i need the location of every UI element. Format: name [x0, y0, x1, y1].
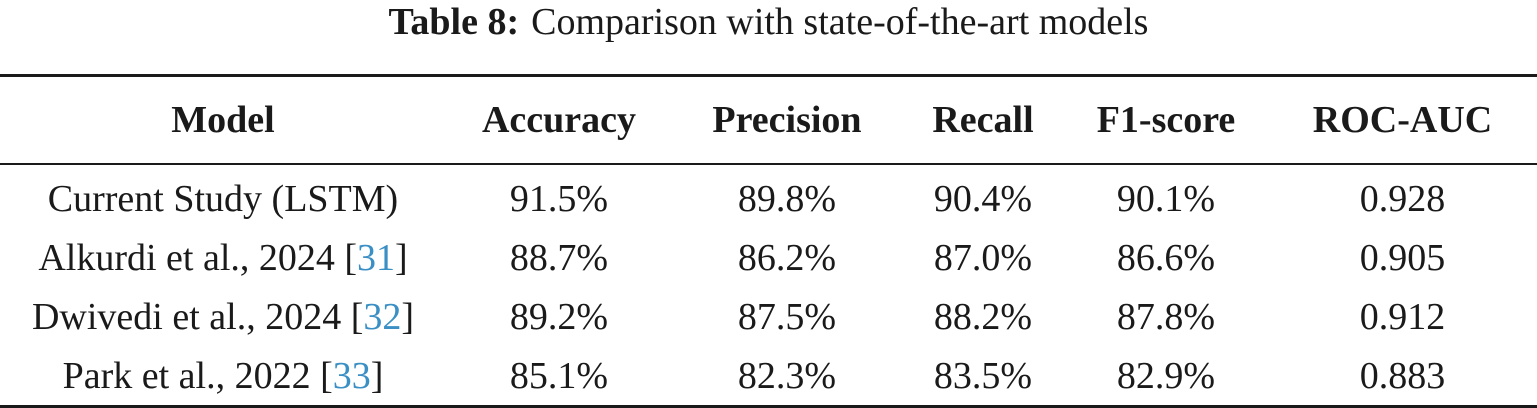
f1-cell: 90.1% [1116, 177, 1216, 220]
precision-cell: 86.2% [737, 236, 837, 279]
f1-cell: 82.9% [1116, 354, 1216, 397]
roc-auc-cell: 0.912 [1359, 295, 1446, 338]
precision-cell: 87.5% [737, 295, 837, 338]
accuracy-cell: 85.1% [509, 354, 609, 397]
accuracy-cell: 88.7% [509, 236, 609, 279]
model-name: Park et al., 2022 [62, 354, 311, 397]
recall-cell: 83.5% [933, 354, 1033, 397]
model-cell: Dwivedi et al., 2024 [32] [31, 295, 415, 338]
roc-auc-cell: 0.905 [1359, 236, 1446, 279]
table-row: Alkurdi et al., 2024 [31] 88.7% 86.2% 87… [0, 228, 1537, 287]
precision-cell: 89.8% [737, 177, 837, 220]
table-row: Dwivedi et al., 2024 [32] 89.2% 87.5% 88… [0, 287, 1537, 346]
table-row: Current Study (LSTM) 91.5% 89.8% 90.4% 9… [0, 164, 1537, 228]
header-row: Model Accuracy Precision Recall F1-score… [0, 75, 1537, 165]
header-accuracy: Accuracy [446, 75, 672, 165]
table-row: Park et al., 2022 [33] 85.1% 82.3% 83.5%… [0, 346, 1537, 407]
recall-cell: 88.2% [933, 295, 1033, 338]
f1-cell: 86.6% [1116, 236, 1216, 279]
f1-cell: 87.8% [1116, 295, 1216, 338]
header-precision: Precision [672, 75, 902, 165]
table-header: Model Accuracy Precision Recall F1-score… [0, 75, 1537, 165]
accuracy-cell: 91.5% [509, 177, 609, 220]
recall-cell: 90.4% [933, 177, 1033, 220]
accuracy-cell: 89.2% [509, 295, 609, 338]
caption-label: Table 8: [388, 1, 520, 43]
precision-cell: 82.3% [737, 354, 837, 397]
citation-link[interactable]: 33 [332, 354, 371, 397]
table-body: Current Study (LSTM) 91.5% 89.8% 90.4% 9… [0, 164, 1537, 407]
header-f1-score: F1-score [1064, 75, 1268, 165]
model-cell: Park et al., 2022 [33] [62, 354, 384, 397]
roc-auc-cell: 0.928 [1359, 177, 1446, 220]
caption-text: Comparison with state-of-the-art models [531, 1, 1149, 43]
recall-cell: 87.0% [933, 236, 1033, 279]
model-name: Alkurdi et al., 2024 [38, 236, 335, 279]
model-name: Current Study (LSTM) [47, 177, 399, 220]
header-model: Model [0, 75, 446, 165]
model-name: Dwivedi et al., 2024 [31, 295, 342, 338]
citation-link[interactable]: 32 [363, 295, 402, 338]
comparison-table: Model Accuracy Precision Recall F1-score… [0, 74, 1537, 408]
citation-link[interactable]: 31 [357, 236, 396, 279]
roc-auc-cell: 0.883 [1359, 354, 1446, 397]
header-recall: Recall [902, 75, 1064, 165]
model-cell: Alkurdi et al., 2024 [31] [38, 236, 408, 279]
table-caption: Table 8: Comparison with state-of-the-art… [0, 0, 1537, 48]
header-roc-auc: ROC-AUC [1268, 75, 1537, 165]
model-cell: Current Study (LSTM) [0, 164, 446, 228]
